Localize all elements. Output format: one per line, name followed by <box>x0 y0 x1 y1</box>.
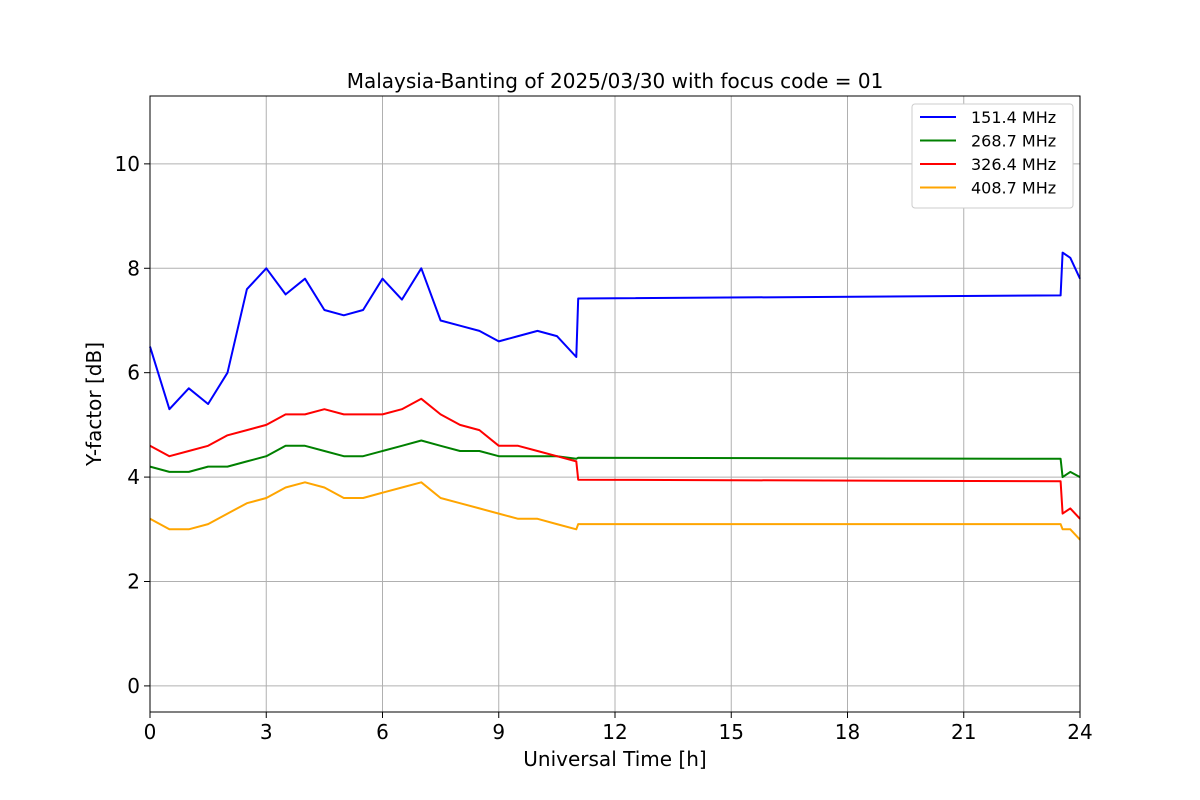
series-line-1 <box>149 439 1081 479</box>
series-line-0 <box>149 251 1081 411</box>
series-line-3 <box>149 481 1081 541</box>
chart-title: Malaysia-Banting of 2025/03/30 with focu… <box>347 69 884 93</box>
legend-entry: 268.7 MHz <box>971 132 1056 151</box>
legend-box <box>911 103 1074 209</box>
x-tick-label: 24 <box>1067 720 1092 744</box>
y-tick-label: 10 <box>115 152 140 176</box>
legend-entry: 408.7 MHz <box>971 179 1056 198</box>
x-tick-label: 12 <box>602 720 627 744</box>
x-tick-label: 9 <box>492 720 505 744</box>
y-tick-label: 2 <box>127 569 140 593</box>
legend-entry: 151.4 MHz <box>971 108 1056 127</box>
x-tick-label: 18 <box>835 720 860 744</box>
x-tick-label: 21 <box>951 720 976 744</box>
y-tick-label: 6 <box>127 361 140 385</box>
legend-entry: 326.4 MHz <box>971 155 1056 174</box>
y-tick-label: 0 <box>127 674 140 698</box>
x-tick-label: 0 <box>144 720 157 744</box>
series-layer <box>149 251 1081 541</box>
legend: 151.4 MHz 268.7 MHz 326.4 MHz 408.7 MHz <box>911 103 1074 209</box>
y-tick-label: 4 <box>127 465 140 489</box>
y-tick-label: 8 <box>127 256 140 280</box>
x-axis-label: Universal Time [h] <box>523 747 706 771</box>
x-tick-label: 6 <box>376 720 389 744</box>
x-tick-label: 15 <box>719 720 744 744</box>
x-tick-label: 3 <box>260 720 273 744</box>
y-axis-label: Y-factor [dB] <box>82 342 106 467</box>
series-line-2 <box>149 397 1081 520</box>
